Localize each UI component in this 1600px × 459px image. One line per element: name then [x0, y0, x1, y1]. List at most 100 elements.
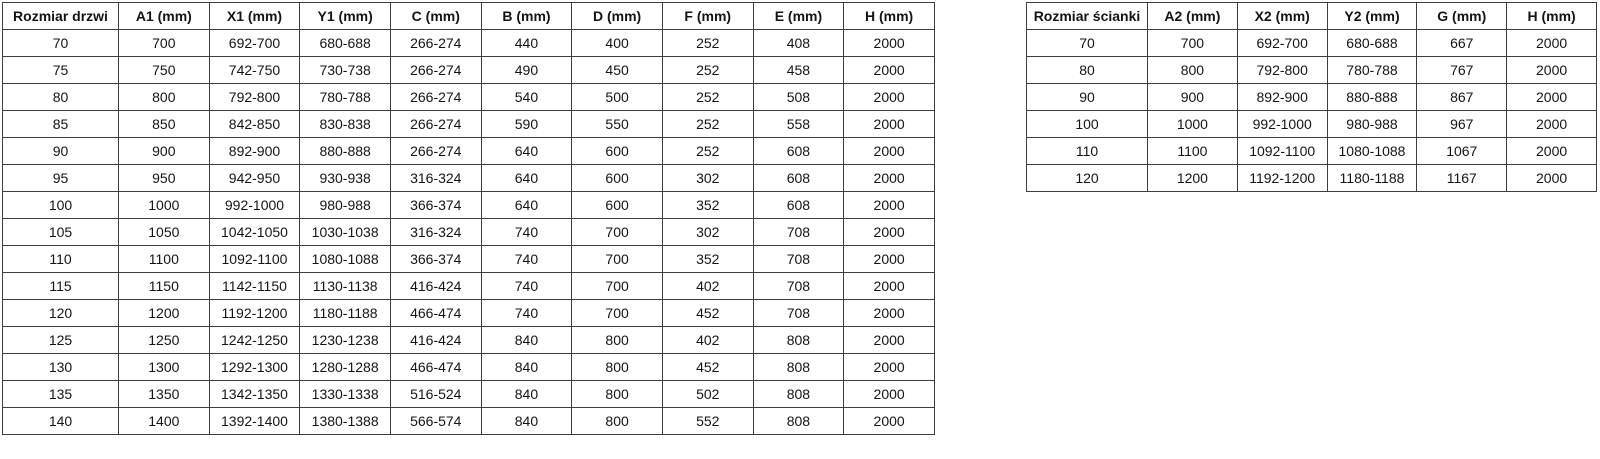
column-header: D (mm) — [571, 2, 663, 30]
table-cell: 302 — [661, 164, 754, 192]
table-cell: 680-688 — [1326, 29, 1418, 57]
table-cell: 1192-1200 — [208, 299, 301, 327]
table-cell: 1292-1300 — [208, 353, 301, 381]
table-row: 85 850 842-850 830-838 266-274 590 550 252 558 20… — [2, 110, 935, 138]
table-cell: 252 — [661, 83, 754, 111]
column-header: Rozmiar ścianki — [1026, 2, 1148, 30]
table-cell: 800 — [118, 83, 210, 111]
table-cell: 252 — [661, 56, 754, 84]
table-cell: 900 — [118, 137, 210, 165]
table-cell: 140 — [2, 407, 119, 435]
table-cell: 1000 — [1147, 110, 1238, 138]
table-cell: 110 — [1026, 137, 1148, 165]
table-cell: 366-374 — [389, 245, 482, 273]
table-cell: 1092-1100 — [208, 245, 301, 273]
table-cell: 508 — [752, 83, 845, 111]
table-cell: 692-700 — [208, 29, 301, 57]
table-cell: 967 — [1416, 110, 1508, 138]
table-cell: 1150 — [118, 272, 210, 300]
column-header: H (mm) — [1506, 2, 1597, 30]
table-cell: 792-800 — [1236, 56, 1328, 84]
table-cell: 1330-1338 — [299, 380, 391, 408]
table-row: 100 1000 992-1000 980-988 366-374 640 600 352 60… — [2, 191, 935, 219]
table-cell: 800 — [571, 326, 663, 354]
table-cell: 490 — [480, 56, 573, 84]
table-cell: 2000 — [843, 83, 935, 111]
table-cell: 552 — [661, 407, 754, 435]
table-cell: 70 — [1026, 29, 1148, 57]
table-cell: 880-888 — [1326, 83, 1418, 111]
table-cell: 2000 — [1506, 29, 1597, 57]
table-row: 105 1050 1042-1050 1030-1038 316-324 740 700 30… — [2, 218, 935, 246]
table-cell: 1242-1250 — [208, 326, 301, 354]
table-cell: 2000 — [1506, 56, 1597, 84]
table-cell: 2000 — [843, 137, 935, 165]
table-cell: 400 — [571, 29, 663, 57]
table-cell: 792-800 — [208, 83, 301, 111]
table-cell: 667 — [1416, 29, 1508, 57]
table-cell: 550 — [571, 110, 663, 138]
table-cell: 540 — [480, 83, 573, 111]
table-cell: 1030-1038 — [299, 218, 391, 246]
table-cell: 600 — [571, 164, 663, 192]
table-cell: 1380-1388 — [299, 407, 391, 435]
table-cell: 2000 — [843, 299, 935, 327]
table-cell: 600 — [571, 137, 663, 165]
table-row: 115 1150 1142-1150 1130-1138 416-424 740 700 40… — [2, 272, 935, 300]
table-cell: 800 — [1147, 56, 1238, 84]
table-cell: 80 — [1026, 56, 1148, 84]
table-cell: 992-1000 — [208, 191, 301, 219]
table-cell: 700 — [571, 299, 663, 327]
table-cell: 80 — [2, 83, 119, 111]
table-cell: 266-274 — [389, 56, 482, 84]
table-cell: 880-888 — [299, 137, 391, 165]
table-cell: 95 — [2, 164, 119, 192]
table-cell: 830-838 — [299, 110, 391, 138]
table-cell: 942-950 — [208, 164, 301, 192]
table-cell: 452 — [661, 299, 754, 327]
table-cell: 1280-1288 — [299, 353, 391, 381]
table-cell: 708 — [752, 272, 845, 300]
table-cell: 1392-1400 — [208, 407, 301, 435]
table-cell: 458 — [752, 56, 845, 84]
table-row: 130 1300 1292-1300 1280-1288 466-474 840 800 45… — [2, 353, 935, 381]
table-row: 80 800 792-800 780-788 767 2000 — [1026, 56, 1597, 84]
door-table-header-row: Rozmiar drzwi A1 (mm) X1 (mm) Y1 (mm) C (mm)… — [2, 2, 935, 30]
table-cell: 252 — [661, 137, 754, 165]
table-cell: 452 — [661, 353, 754, 381]
table-cell: 608 — [752, 137, 845, 165]
table-cell: 110 — [2, 245, 119, 273]
table-cell: 266-274 — [389, 110, 482, 138]
table-cell: 1230-1238 — [299, 326, 391, 354]
table-cell: 608 — [752, 191, 845, 219]
table-cell: 740 — [480, 218, 573, 246]
table-cell: 1400 — [118, 407, 210, 435]
table-cell: 450 — [571, 56, 663, 84]
table-cell: 700 — [571, 272, 663, 300]
table-cell: 2000 — [843, 218, 935, 246]
table-cell: 808 — [752, 407, 845, 435]
table-cell: 1100 — [118, 245, 210, 273]
table-cell: 808 — [752, 380, 845, 408]
table-cell: 692-700 — [1236, 29, 1328, 57]
table-cell: 90 — [2, 137, 119, 165]
table-cell: 2000 — [843, 29, 935, 57]
column-header: Rozmiar drzwi — [2, 2, 119, 30]
table-cell: 2000 — [1506, 137, 1597, 165]
column-header: X2 (mm) — [1236, 2, 1328, 30]
table-cell: 780-788 — [1326, 56, 1418, 84]
column-header: Y2 (mm) — [1326, 2, 1418, 30]
table-cell: 700 — [118, 29, 210, 57]
table-cell: 730-738 — [299, 56, 391, 84]
table-cell: 75 — [2, 56, 119, 84]
table-cell: 566-574 — [389, 407, 482, 435]
table-row: 110 1100 1092-1100 1080-1088 1067 2000 — [1026, 137, 1597, 165]
table-cell: 408 — [752, 29, 845, 57]
table-cell: 640 — [480, 137, 573, 165]
table-cell: 402 — [661, 272, 754, 300]
table-cell: 402 — [661, 326, 754, 354]
table-row: 135 1350 1342-1350 1330-1338 516-524 840 800 50… — [2, 380, 935, 408]
table-cell: 842-850 — [208, 110, 301, 138]
table-cell: 2000 — [1506, 83, 1597, 111]
table-cell: 1142-1150 — [208, 272, 301, 300]
